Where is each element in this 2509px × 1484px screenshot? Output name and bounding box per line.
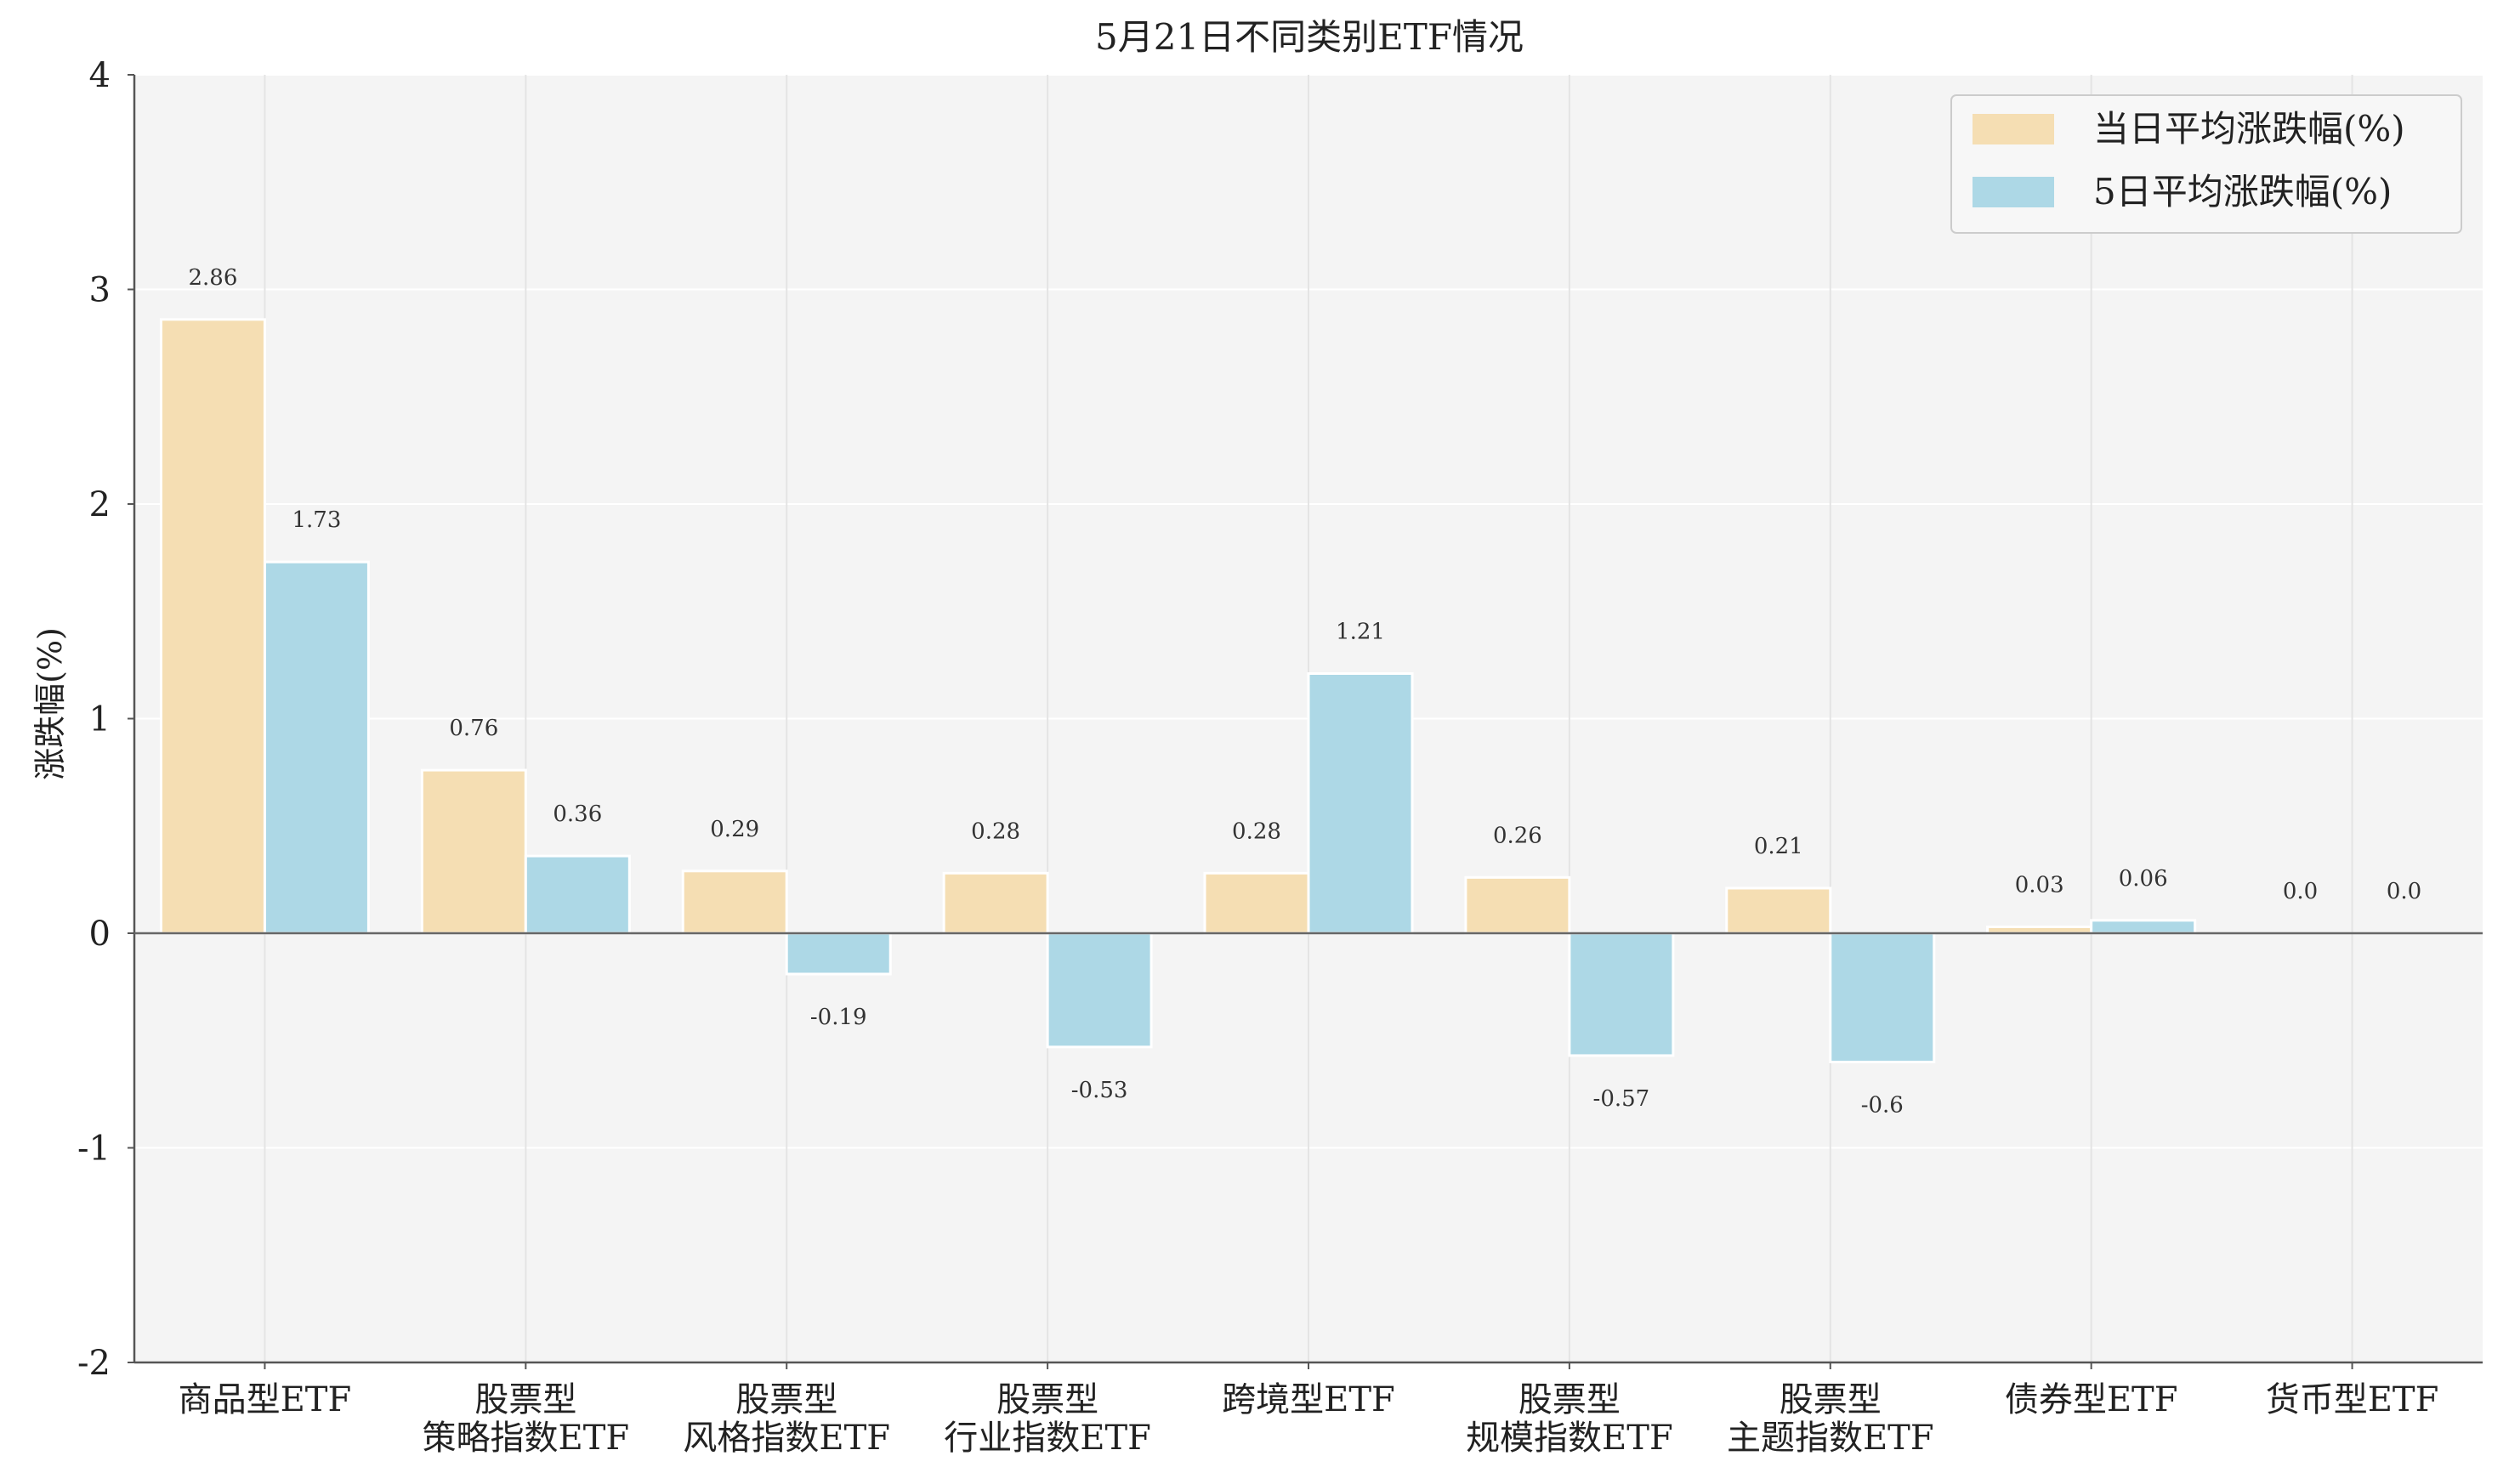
data-label-5day: 1.73 — [292, 507, 341, 533]
data-label-5day: -0.6 — [1861, 1093, 1904, 1119]
bar-5day — [1568, 932, 1675, 1057]
y-tick-label: 3 — [89, 271, 111, 310]
data-label-5day: -0.57 — [1593, 1086, 1650, 1112]
bar-current-day — [1203, 871, 1310, 935]
category-label: 货币型ETF — [2266, 1380, 2439, 1419]
data-label-current-day: 2.86 — [188, 265, 237, 291]
data-label-5day: -0.53 — [1071, 1078, 1128, 1103]
data-label-current-day: 0.03 — [2015, 872, 2064, 898]
data-label-current-day: 0.28 — [971, 818, 1020, 844]
data-labels: 2.86 0.76 0.29 0.28 0.28 0.26 0.21 0.03 0.0 1.73 0… — [188, 265, 2421, 1119]
category-label: 规模指数ETF — [1466, 1419, 1673, 1458]
chart-title: 5月21日不同类别ETF情况 — [1095, 16, 1524, 58]
category-label: 风格指数ETF — [683, 1419, 890, 1458]
data-label-current-day: 0.76 — [449, 716, 498, 741]
y-tick-label: 1 — [89, 700, 111, 739]
data-label-current-day: 0.29 — [710, 817, 759, 842]
data-label-5day: 1.21 — [1336, 619, 1385, 644]
data-label-5day: -0.19 — [810, 1005, 867, 1030]
legend-label-5day: 5日平均涨跌幅(%) — [2093, 171, 2392, 212]
category-labels: 商品型ETF 股票型策略指数ETF股票型风格指数ETF股票型行业指数ETF跨境型E… — [179, 1362, 2439, 1458]
bar-5day — [1829, 932, 1936, 1063]
bars — [159, 318, 2197, 1063]
data-label-5day: 0.36 — [553, 801, 602, 827]
bar-5day — [785, 932, 892, 976]
category-label: 股票型 — [1780, 1380, 1882, 1419]
category-label: 行业指数ETF — [944, 1419, 1151, 1458]
category-label: 债券型ETF — [2005, 1380, 2178, 1419]
bar-current-day — [159, 318, 266, 935]
category-label: 策略指数ETF — [423, 1419, 630, 1458]
category-label: 主题指数ETF — [1727, 1419, 1934, 1458]
y-tick-label: 0 — [89, 915, 111, 954]
legend-box — [1950, 94, 2462, 234]
bar-current-day — [1464, 875, 1571, 935]
y-tick-label: -2 — [77, 1344, 111, 1383]
bar-5day — [263, 560, 370, 935]
legend-swatch-5day — [1973, 177, 2054, 207]
data-label-current-day: 0.21 — [1754, 834, 1803, 859]
data-label-current-day: 0.28 — [1232, 818, 1281, 844]
bar-5day — [2090, 919, 2197, 935]
y-axis-label: 涨跌幅(%) — [31, 627, 69, 780]
y-tick-label: -1 — [77, 1130, 111, 1169]
data-label-5day: 0.06 — [2119, 866, 2168, 892]
data-label-current-day: 0.0 — [2283, 879, 2318, 904]
category-label: 跨境型ETF — [1222, 1380, 1395, 1419]
bar-current-day — [942, 871, 1049, 935]
data-label-current-day: 0.26 — [1493, 823, 1542, 848]
bar-5day — [1307, 671, 1414, 935]
category-label: 股票型 — [735, 1380, 837, 1419]
legend-label-current-day: 当日平均涨跌幅(%) — [2093, 108, 2405, 150]
y-ticks: -2 -1 0 1 2 3 4 — [77, 56, 134, 1383]
legend: 当日平均涨跌幅(%) 5日平均涨跌幅(%) — [1950, 94, 2462, 234]
bar-5day — [1046, 932, 1153, 1049]
data-label-5day: 0.0 — [2387, 879, 2421, 904]
category-label: 商品型ETF — [179, 1380, 352, 1419]
y-tick-label: 4 — [89, 56, 111, 95]
category-label: 股票型 — [996, 1380, 1098, 1419]
bar-current-day — [681, 869, 788, 935]
bar-current-day — [420, 768, 527, 935]
y-tick-label: 2 — [89, 485, 111, 524]
category-label: 股票型 — [1518, 1380, 1621, 1419]
category-label: 股票型 — [474, 1380, 576, 1419]
legend-swatch-current-day — [1973, 114, 2054, 144]
bar-5day — [524, 854, 631, 935]
bar-current-day — [1725, 886, 1832, 935]
